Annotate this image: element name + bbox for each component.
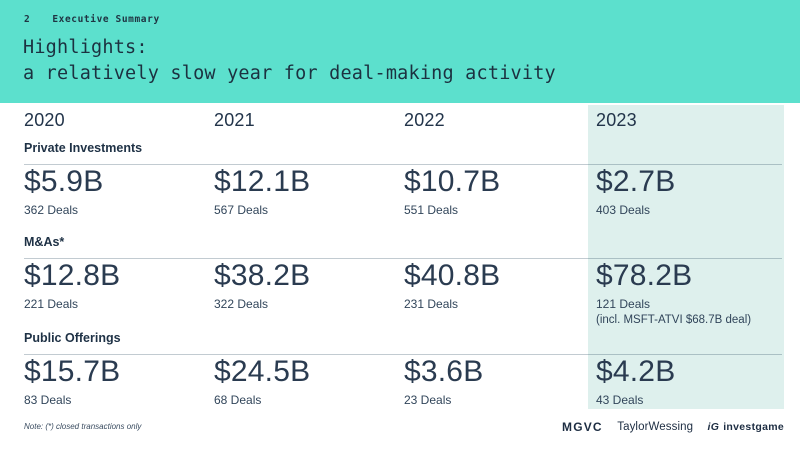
- investgame-logo: iG investgame: [708, 421, 784, 433]
- section-header-public-offerings: Public Offerings: [24, 329, 782, 355]
- data-cell: $3.6B 23 Deals: [404, 355, 596, 408]
- deal-value: $12.8B: [24, 259, 121, 292]
- slide-title-line2: a relatively slow year for deal-making a…: [23, 63, 556, 84]
- slide-number: 2: [24, 14, 31, 25]
- deal-count: 231 Deals: [404, 297, 459, 311]
- data-cell: $12.8B 221 Deals: [24, 260, 214, 326]
- deal-extra-note: (incl. MSFT-ATVI $68.7B deal): [596, 314, 752, 326]
- deal-value: $10.7B: [404, 165, 501, 198]
- values-row-public-offerings: $15.7B 83 Deals $24.5B 68 Deals $3.6B 23…: [24, 355, 784, 408]
- section-label: M&As*: [24, 235, 65, 249]
- slide-title-line1: Highlights:: [23, 37, 148, 58]
- data-cell: $10.7B 551 Deals: [404, 165, 596, 218]
- slide-title: Highlights: a relatively slow year for d…: [23, 35, 556, 87]
- deal-value: $2.7B: [596, 165, 676, 198]
- deal-value: $12.1B: [214, 165, 311, 198]
- deal-count: 221 Deals: [24, 297, 79, 311]
- deal-count: 362 Deals: [24, 203, 79, 217]
- partner-logos: MGVC TaylorWessing iG investgame: [562, 419, 784, 435]
- deal-count: 403 Deals: [596, 203, 651, 217]
- year-header-row: 2020 2021 2022 2023: [24, 110, 784, 131]
- values-row-private-investments: $5.9B 362 Deals $12.1B 567 Deals $10.7B …: [24, 165, 784, 218]
- deal-count: 567 Deals: [214, 203, 269, 217]
- data-cell: $78.2B 121 Deals (incl. MSFT-ATVI $68.7B…: [596, 259, 784, 327]
- deal-value: $15.7B: [24, 355, 121, 388]
- investgame-mark-icon: iG: [707, 421, 720, 433]
- year-header-2023: 2023: [596, 110, 637, 130]
- deal-value: $4.2B: [596, 355, 676, 388]
- year-header-2022: 2022: [404, 110, 445, 130]
- investgame-name: investgame: [723, 421, 784, 433]
- highlight-column-2023: [588, 105, 784, 409]
- data-cell: $2.7B 403 Deals: [596, 165, 784, 218]
- deal-count: 68 Deals: [214, 393, 262, 407]
- deal-value: $40.8B: [404, 259, 501, 292]
- deal-value: $3.6B: [404, 355, 484, 388]
- deal-count: 551 Deals: [404, 203, 459, 217]
- deal-value: $24.5B: [214, 355, 311, 388]
- section-label: Private Investments: [24, 141, 143, 155]
- values-row-mas: $12.8B 221 Deals $38.2B 322 Deals $40.8B…: [24, 259, 784, 327]
- section-header-private-investments: Private Investments: [24, 139, 782, 165]
- deal-count: 83 Deals: [24, 393, 72, 407]
- deal-count: 23 Deals: [404, 393, 452, 407]
- deal-count: 43 Deals: [596, 393, 644, 407]
- section-header-mas: M&As*: [24, 233, 782, 259]
- data-cell: $12.1B 567 Deals: [214, 165, 404, 218]
- slide-section-title: Executive Summary: [52, 14, 160, 25]
- footnote: Note: (*) closed transactions only: [24, 422, 142, 431]
- deal-value: $5.9B: [24, 165, 104, 198]
- year-header-2021: 2021: [214, 110, 255, 130]
- data-cell: $4.2B 43 Deals: [596, 355, 784, 408]
- slide-header: 2 Executive Summary Highlights: a relati…: [0, 0, 800, 103]
- data-cell: $38.2B 322 Deals: [214, 260, 404, 326]
- year-header-2020: 2020: [24, 110, 65, 130]
- data-cell: $24.5B 68 Deals: [214, 355, 404, 408]
- deal-count: 322 Deals: [214, 297, 269, 311]
- deal-value: $38.2B: [214, 259, 311, 292]
- mgvc-logo: MGVC: [562, 420, 603, 434]
- deal-count: 121 Deals: [596, 297, 651, 311]
- section-label: Public Offerings: [24, 331, 121, 345]
- data-cell: $40.8B 231 Deals: [404, 260, 596, 326]
- taylor-wessing-logo: TaylorWessing: [617, 421, 694, 433]
- data-cell: $15.7B 83 Deals: [24, 355, 214, 408]
- deal-value: $78.2B: [596, 259, 693, 292]
- data-cell: $5.9B 362 Deals: [24, 165, 214, 218]
- slide-meta: 2 Executive Summary: [24, 14, 160, 25]
